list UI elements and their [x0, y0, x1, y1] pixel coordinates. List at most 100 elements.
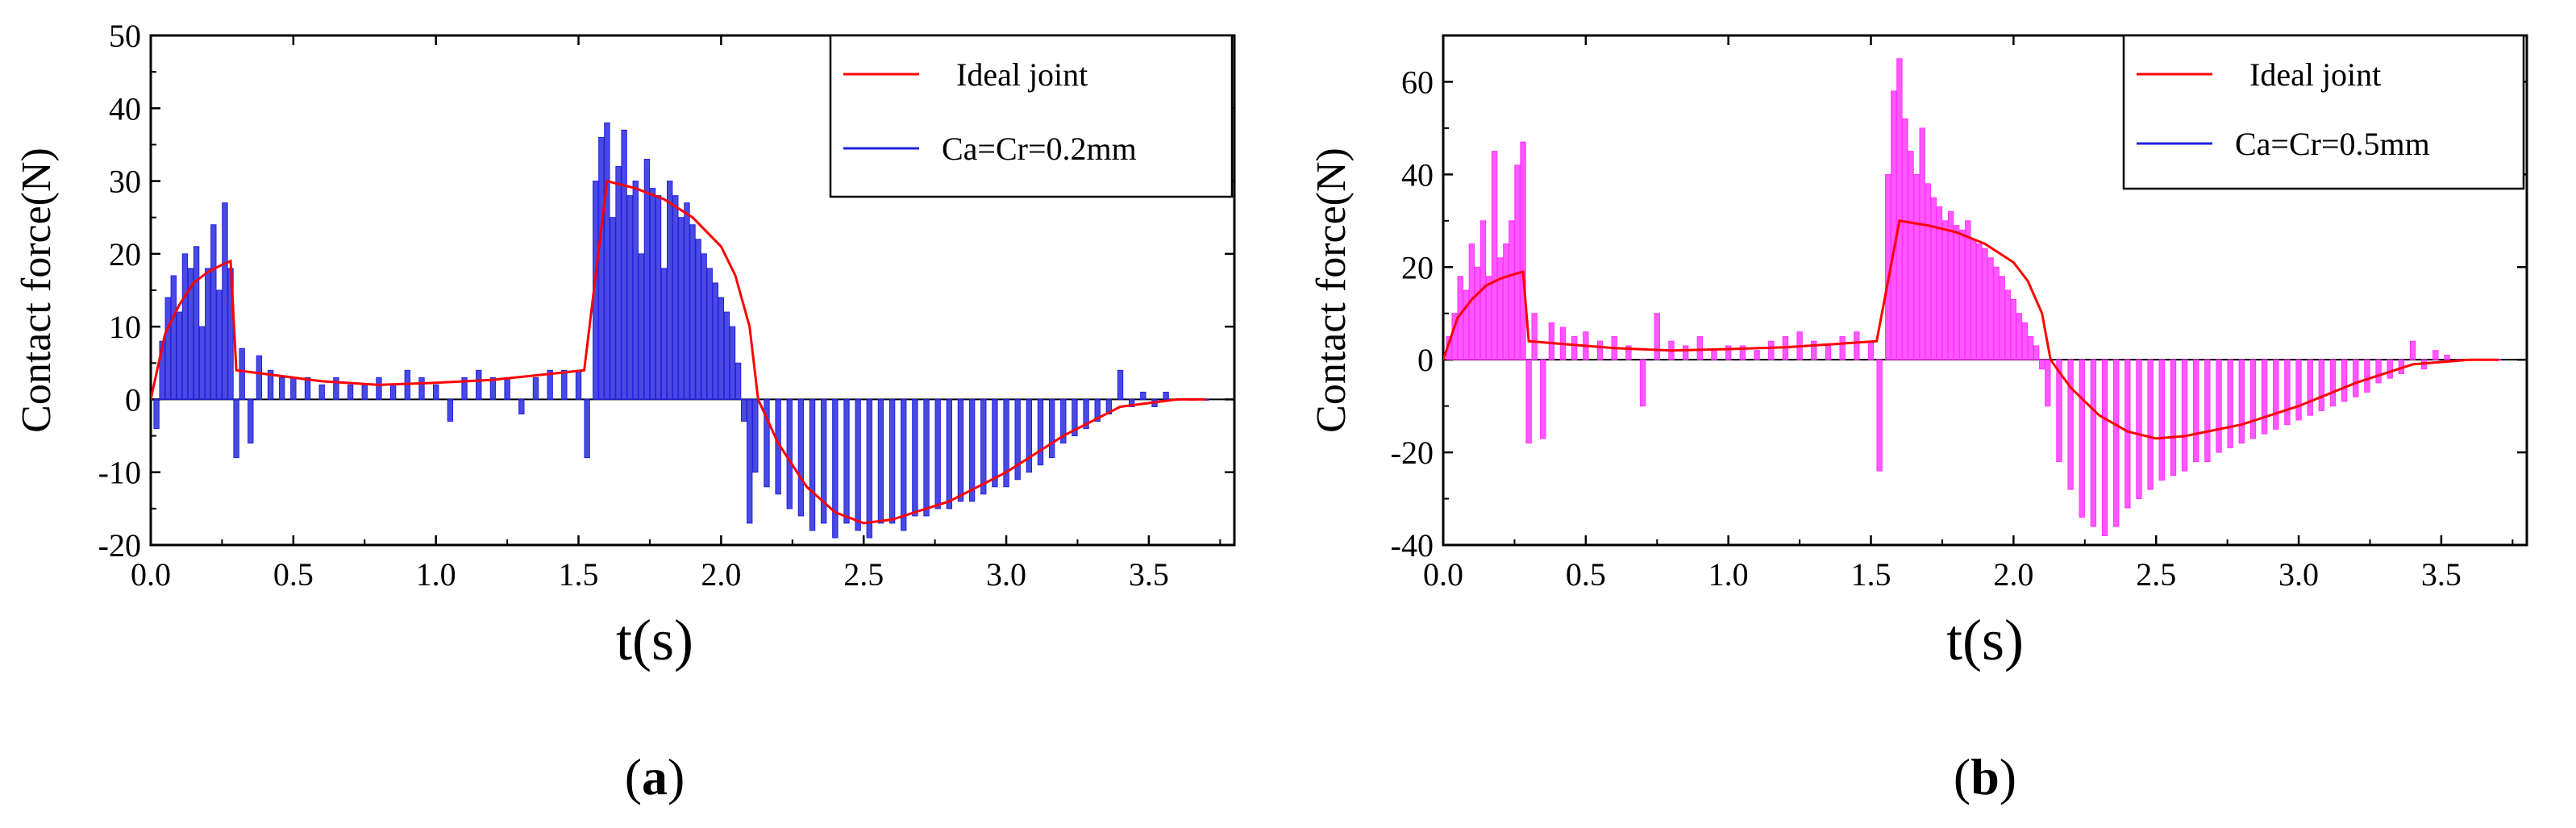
y-tick-label: 0	[1417, 342, 1434, 378]
y-tick-label: 30	[109, 164, 141, 200]
bar	[1876, 359, 1883, 472]
bar	[2238, 359, 2245, 444]
bar	[843, 398, 850, 524]
bar	[2170, 359, 2177, 476]
x-tick-label: 3.0	[986, 556, 1026, 593]
bar	[447, 398, 454, 422]
x-tick-label: 2.5	[843, 556, 884, 593]
legend-label-ideal: Ideal joint	[2249, 56, 2381, 93]
bar	[176, 311, 183, 400]
bar	[626, 195, 633, 400]
bar	[239, 347, 245, 400]
bar	[2364, 359, 2370, 393]
ideal-joint-line	[1443, 219, 2499, 440]
bar	[667, 181, 673, 400]
bar	[2227, 359, 2233, 448]
chart-panel-b: -40 -20 0 20 40 60 0.0 0.5 1.0 1.5 2.0 2.5 3.0 3.5 C…	[1309, 34, 2528, 672]
caption-a-letter: a	[642, 748, 668, 805]
y-tick-label: 60	[1401, 64, 1434, 100]
bar	[1913, 173, 1920, 360]
bar	[418, 377, 425, 400]
bar	[1654, 313, 1660, 360]
bar	[547, 369, 553, 400]
bar	[1140, 391, 1147, 400]
bar	[678, 217, 685, 400]
bar	[649, 188, 656, 400]
bar	[643, 158, 651, 400]
bar	[747, 398, 753, 524]
y-tick-label: 40	[1401, 156, 1434, 193]
bar	[888, 398, 896, 524]
x-tick-label: 2.0	[1993, 556, 2033, 593]
bar	[621, 129, 627, 400]
bar	[2147, 359, 2154, 490]
x-tick-label: 0.5	[1566, 556, 1606, 593]
bar	[615, 166, 622, 400]
bar	[1965, 220, 1971, 360]
bar	[1117, 369, 1124, 400]
bar	[1711, 350, 1717, 360]
bar	[1768, 340, 1775, 360]
bar	[198, 326, 206, 400]
x-tick-label: 1.5	[1851, 556, 1891, 593]
bar	[1503, 243, 1509, 360]
bar	[279, 377, 285, 400]
bar	[318, 384, 325, 400]
bar	[267, 369, 274, 400]
bar	[2136, 359, 2142, 500]
bar	[193, 246, 200, 400]
bar	[2216, 359, 2222, 453]
bar	[1739, 345, 1746, 360]
bar	[389, 384, 397, 400]
bar	[712, 282, 718, 400]
bar	[1987, 257, 1994, 360]
bar	[187, 268, 194, 400]
y-tick-label: -40	[1391, 527, 1434, 564]
bar	[832, 398, 839, 539]
bar	[1094, 398, 1101, 422]
bar	[2387, 359, 2393, 379]
y-tick-label: -10	[98, 455, 141, 491]
legend-label-clearance: Ca=Cr=0.5mm	[2235, 126, 2430, 162]
bar	[2027, 335, 2034, 360]
bar	[1520, 141, 1526, 360]
bar	[1839, 335, 1846, 360]
bar	[706, 268, 713, 400]
bar	[1854, 331, 1860, 360]
bars-series	[153, 122, 1209, 539]
bar	[2158, 359, 2165, 481]
bar	[1463, 289, 1469, 360]
bar	[980, 398, 987, 495]
ideal-line-series	[151, 179, 1206, 525]
bar	[532, 377, 539, 400]
x-axis-label: t(s)	[616, 608, 693, 672]
bar	[1993, 266, 2000, 360]
x-tick-label: 3.0	[2278, 556, 2319, 593]
bar	[1083, 398, 1089, 430]
bar	[1682, 345, 1689, 360]
bar	[1525, 359, 1532, 444]
bar	[632, 181, 639, 400]
bar	[1548, 322, 1555, 360]
y-tick-label: 10	[109, 309, 141, 345]
bar	[461, 377, 468, 400]
bar	[2295, 359, 2302, 421]
bar	[992, 398, 998, 488]
bar	[1491, 151, 1498, 360]
bar	[1014, 398, 1021, 481]
bar	[1754, 350, 1760, 360]
bar	[2307, 359, 2313, 416]
bar	[575, 369, 582, 400]
x-tick-label: 0.0	[131, 556, 171, 593]
bar	[1037, 398, 1044, 466]
x-tick-label: 2.5	[2136, 556, 2176, 593]
y-axis-label: Contact force(N)	[14, 148, 60, 433]
ideal-line-series	[1443, 219, 2499, 440]
y-tick-label: 20	[1401, 249, 1434, 285]
legend: Ideal joint Ca=Cr=0.2mm	[829, 34, 1234, 198]
bar	[660, 268, 668, 400]
caption-b: (b)	[1954, 748, 2016, 805]
bar	[764, 398, 770, 488]
bar	[2010, 298, 2017, 360]
x-tick-label: 1.0	[1708, 556, 1749, 593]
